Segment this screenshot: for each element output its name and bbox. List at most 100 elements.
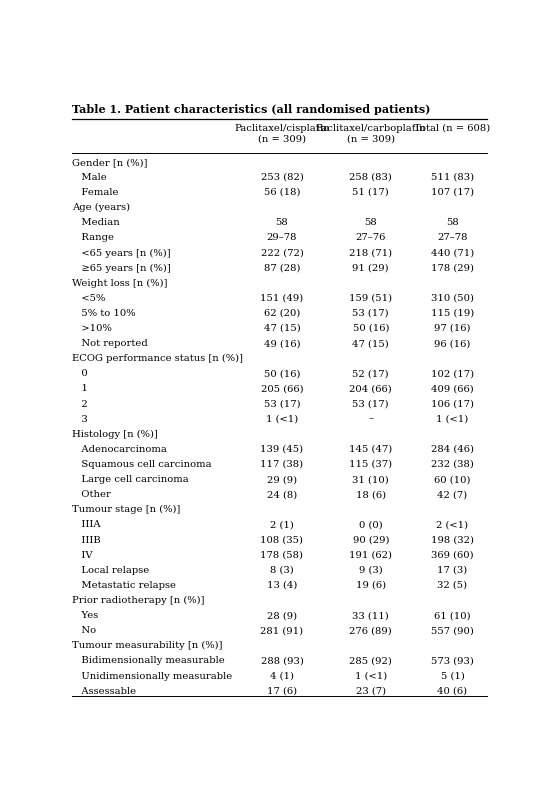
Text: 27–76: 27–76 bbox=[355, 233, 386, 243]
Text: 91 (29): 91 (29) bbox=[353, 264, 389, 272]
Text: 310 (50): 310 (50) bbox=[431, 294, 474, 303]
Text: 50 (16): 50 (16) bbox=[353, 324, 389, 333]
Text: 288 (93): 288 (93) bbox=[260, 657, 304, 666]
Text: Prior radiotherapy [n (%)]: Prior radiotherapy [n (%)] bbox=[73, 596, 205, 605]
Text: 87 (28): 87 (28) bbox=[264, 264, 300, 272]
Text: 13 (4): 13 (4) bbox=[267, 581, 297, 590]
Text: 19 (6): 19 (6) bbox=[356, 581, 386, 590]
Text: 409 (66): 409 (66) bbox=[431, 384, 474, 393]
Text: 60 (10): 60 (10) bbox=[434, 475, 471, 484]
Text: 51 (17): 51 (17) bbox=[352, 188, 389, 197]
Text: 1 (<1): 1 (<1) bbox=[355, 671, 387, 681]
Text: 24 (8): 24 (8) bbox=[267, 490, 297, 499]
Text: 0 (0): 0 (0) bbox=[359, 521, 383, 529]
Text: 5 (1): 5 (1) bbox=[441, 671, 465, 681]
Text: 198 (32): 198 (32) bbox=[431, 536, 474, 545]
Text: Female: Female bbox=[73, 188, 119, 197]
Text: 17 (3): 17 (3) bbox=[437, 566, 467, 575]
Text: 56 (18): 56 (18) bbox=[264, 188, 300, 197]
Text: 222 (72): 222 (72) bbox=[260, 248, 304, 257]
Text: Bidimensionally measurable: Bidimensionally measurable bbox=[73, 657, 225, 666]
Text: 61 (10): 61 (10) bbox=[434, 611, 471, 620]
Text: 2 (<1): 2 (<1) bbox=[436, 521, 468, 529]
Text: 285 (92): 285 (92) bbox=[349, 657, 392, 666]
Text: 2 (1): 2 (1) bbox=[270, 521, 294, 529]
Text: 102 (17): 102 (17) bbox=[431, 369, 474, 378]
Text: <5%: <5% bbox=[73, 294, 106, 303]
Text: 284 (46): 284 (46) bbox=[431, 445, 474, 454]
Text: 232 (38): 232 (38) bbox=[431, 460, 474, 469]
Text: Assessable: Assessable bbox=[73, 686, 136, 696]
Text: IV: IV bbox=[73, 550, 93, 560]
Text: Squamous cell carcinoma: Squamous cell carcinoma bbox=[73, 460, 212, 469]
Text: 27–78: 27–78 bbox=[437, 233, 468, 243]
Text: 1 (<1): 1 (<1) bbox=[266, 415, 298, 424]
Text: 440 (71): 440 (71) bbox=[431, 248, 474, 257]
Text: 97 (16): 97 (16) bbox=[434, 324, 471, 333]
Text: 96 (16): 96 (16) bbox=[434, 339, 471, 348]
Text: 8 (3): 8 (3) bbox=[270, 566, 294, 575]
Text: 58: 58 bbox=[364, 218, 377, 227]
Text: Unidimensionally measurable: Unidimensionally measurable bbox=[73, 671, 233, 681]
Text: IIIA: IIIA bbox=[73, 521, 101, 529]
Text: 511 (83): 511 (83) bbox=[431, 173, 474, 182]
Text: 47 (15): 47 (15) bbox=[264, 324, 300, 333]
Text: 58: 58 bbox=[446, 218, 459, 227]
Text: 52 (17): 52 (17) bbox=[353, 369, 389, 378]
Text: 573 (93): 573 (93) bbox=[431, 657, 474, 666]
Text: 23 (7): 23 (7) bbox=[356, 686, 386, 696]
Text: Local relapse: Local relapse bbox=[73, 566, 150, 575]
Text: IIIB: IIIB bbox=[73, 536, 101, 545]
Text: Paclitaxel/carboplatin
(n = 309): Paclitaxel/carboplatin (n = 309) bbox=[316, 124, 426, 143]
Text: 40 (6): 40 (6) bbox=[437, 686, 467, 696]
Text: Adenocarcinoma: Adenocarcinoma bbox=[73, 445, 168, 454]
Text: 108 (35): 108 (35) bbox=[260, 536, 304, 545]
Text: Median: Median bbox=[73, 218, 120, 227]
Text: >10%: >10% bbox=[73, 324, 112, 333]
Text: 253 (82): 253 (82) bbox=[260, 173, 304, 182]
Text: 53 (17): 53 (17) bbox=[264, 400, 300, 409]
Text: Weight loss [n (%)]: Weight loss [n (%)] bbox=[73, 279, 168, 288]
Text: 1: 1 bbox=[73, 384, 88, 393]
Text: –: – bbox=[369, 415, 373, 424]
Text: 117 (38): 117 (38) bbox=[260, 460, 304, 469]
Text: Other: Other bbox=[73, 490, 111, 499]
Text: 1 (<1): 1 (<1) bbox=[436, 415, 468, 424]
Text: No: No bbox=[73, 626, 97, 635]
Text: Large cell carcinoma: Large cell carcinoma bbox=[73, 475, 189, 484]
Text: Paclitaxel/cisplatin
(n = 309): Paclitaxel/cisplatin (n = 309) bbox=[234, 124, 330, 143]
Text: 276 (89): 276 (89) bbox=[349, 626, 392, 635]
Text: 31 (10): 31 (10) bbox=[352, 475, 389, 484]
Text: 32 (5): 32 (5) bbox=[437, 581, 467, 590]
Text: 50 (16): 50 (16) bbox=[264, 369, 300, 378]
Text: 2: 2 bbox=[73, 400, 88, 409]
Text: 191 (62): 191 (62) bbox=[349, 550, 393, 560]
Text: ECOG performance status [n (%)]: ECOG performance status [n (%)] bbox=[73, 354, 244, 364]
Text: Gender [n (%)]: Gender [n (%)] bbox=[73, 158, 148, 167]
Text: Total (n = 608): Total (n = 608) bbox=[414, 124, 491, 133]
Text: 58: 58 bbox=[276, 218, 288, 227]
Text: 4 (1): 4 (1) bbox=[270, 671, 294, 681]
Text: 205 (66): 205 (66) bbox=[260, 384, 303, 393]
Text: 107 (17): 107 (17) bbox=[431, 188, 474, 197]
Text: 204 (66): 204 (66) bbox=[349, 384, 392, 393]
Text: 139 (45): 139 (45) bbox=[260, 445, 304, 454]
Text: 281 (91): 281 (91) bbox=[260, 626, 304, 635]
Text: 557 (90): 557 (90) bbox=[431, 626, 474, 635]
Text: Age (years): Age (years) bbox=[73, 203, 130, 212]
Text: 42 (7): 42 (7) bbox=[437, 490, 467, 499]
Text: 33 (11): 33 (11) bbox=[352, 611, 389, 620]
Text: 0: 0 bbox=[73, 369, 88, 378]
Text: Male: Male bbox=[73, 173, 107, 182]
Text: Yes: Yes bbox=[73, 611, 99, 620]
Text: 53 (17): 53 (17) bbox=[353, 400, 389, 409]
Text: 47 (15): 47 (15) bbox=[352, 339, 389, 348]
Text: 17 (6): 17 (6) bbox=[267, 686, 297, 696]
Text: 18 (6): 18 (6) bbox=[356, 490, 386, 499]
Text: 145 (47): 145 (47) bbox=[349, 445, 393, 454]
Text: Not reported: Not reported bbox=[73, 339, 148, 348]
Text: 62 (20): 62 (20) bbox=[264, 309, 300, 318]
Text: 178 (58): 178 (58) bbox=[260, 550, 304, 560]
Text: ≥65 years [n (%)]: ≥65 years [n (%)] bbox=[73, 264, 171, 272]
Text: 29–78: 29–78 bbox=[266, 233, 297, 243]
